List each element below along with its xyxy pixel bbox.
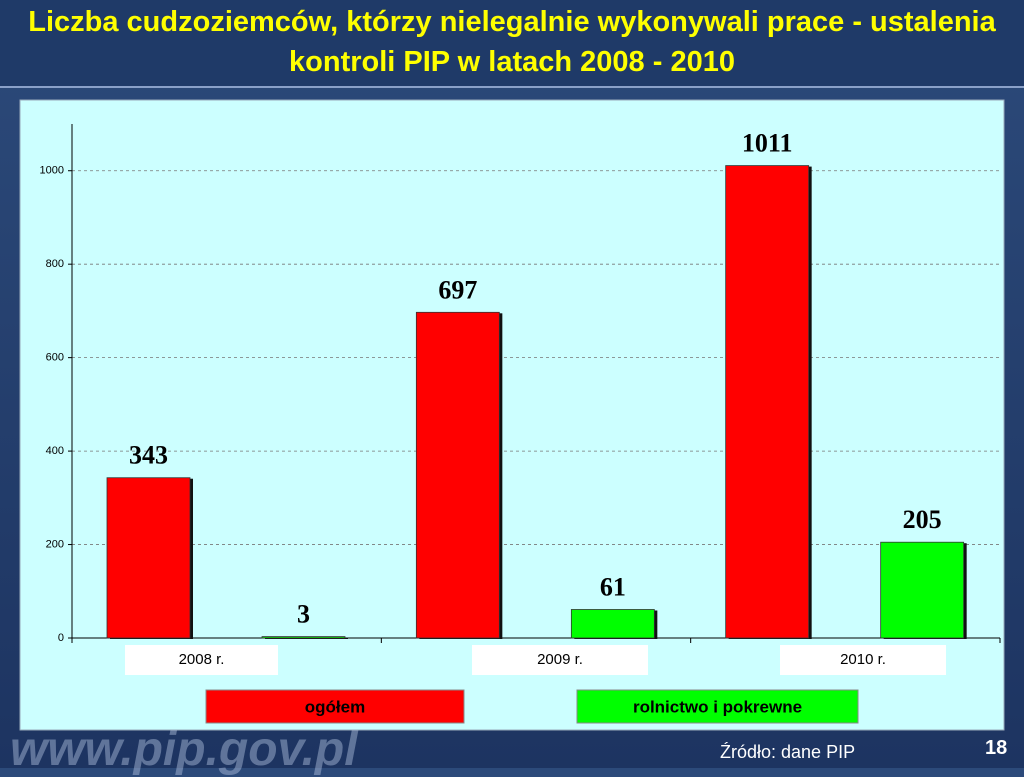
data-label: 61 — [600, 572, 626, 601]
data-label: 3 — [297, 600, 310, 629]
y-tick-label: 800 — [46, 258, 64, 270]
y-tick-label: 600 — [46, 352, 64, 364]
bar — [415, 311, 500, 639]
chart-title: Liczba cudzoziemców, którzy nielegalnie … — [28, 6, 996, 78]
legend-label: rolnictwo i pokrewne — [633, 697, 802, 716]
data-label: 205 — [903, 505, 942, 534]
bar — [725, 165, 810, 639]
source: Źródło: dane PIP — [720, 742, 856, 762]
legend-label: ogółem — [305, 697, 365, 716]
page-number: 18 — [985, 737, 1008, 759]
bar — [261, 636, 346, 639]
bar — [106, 477, 191, 639]
y-tick-label: 1000 — [40, 165, 64, 177]
y-tick-label: 0 — [58, 632, 64, 644]
watermark: www.pip.gov.pl — [10, 723, 358, 776]
legend-swatch — [205, 689, 465, 724]
data-label: 343 — [129, 441, 168, 470]
category-box — [780, 645, 946, 675]
y-tick-label: 400 — [46, 445, 64, 457]
title-bar — [0, 0, 1024, 88]
data-label: 697 — [438, 275, 477, 304]
x-tick-label: 2010 r. — [840, 651, 886, 668]
data-label: 1011 — [742, 129, 793, 158]
category-box — [125, 645, 278, 675]
x-tick-label: 2008 r. — [179, 651, 225, 668]
legend-swatch — [576, 689, 859, 724]
x-tick-label: 2009 r. — [537, 651, 583, 668]
bar — [570, 609, 655, 639]
bar — [880, 541, 965, 639]
y-tick-label: 200 — [46, 538, 64, 550]
category-box — [472, 645, 648, 675]
